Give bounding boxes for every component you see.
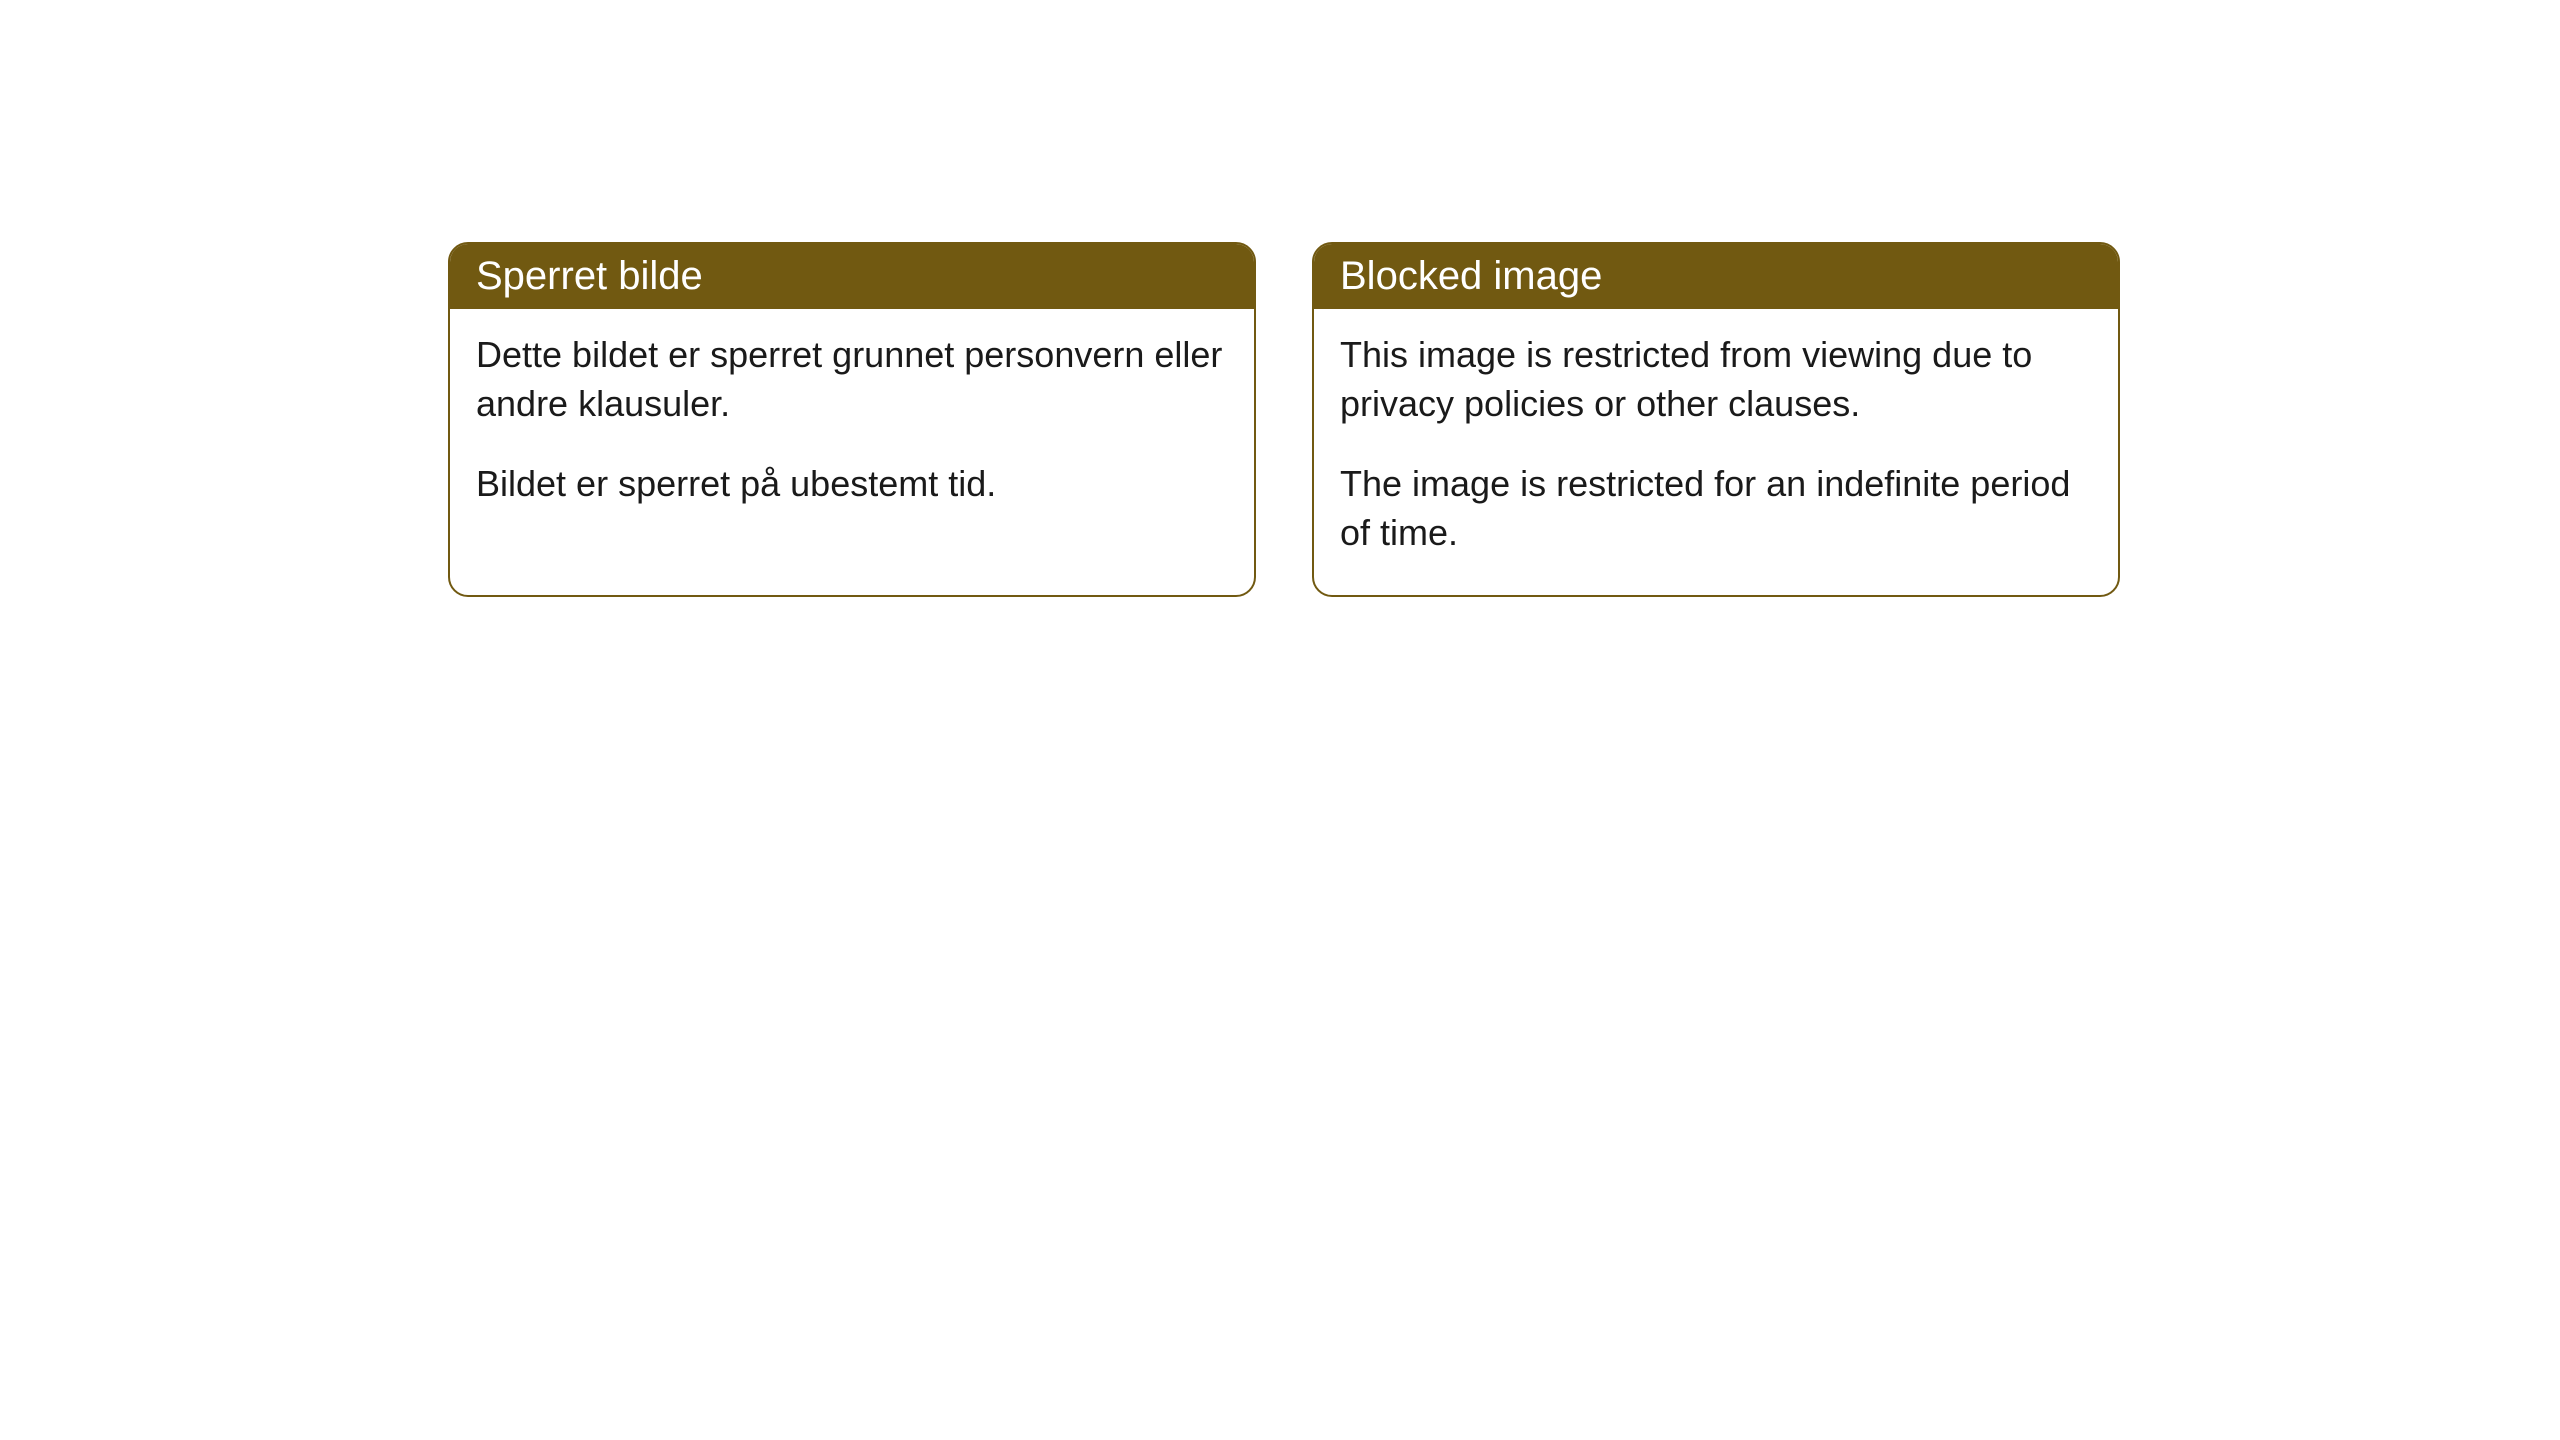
card-header-norwegian: Sperret bilde bbox=[450, 244, 1254, 309]
card-text-reason: This image is restricted from viewing du… bbox=[1340, 331, 2092, 428]
card-text-reason: Dette bildet er sperret grunnet personve… bbox=[476, 331, 1228, 428]
card-title: Sperret bilde bbox=[476, 254, 703, 298]
card-header-english: Blocked image bbox=[1314, 244, 2118, 309]
card-text-duration: The image is restricted for an indefinit… bbox=[1340, 460, 2092, 557]
blocked-image-card-norwegian: Sperret bilde Dette bildet er sperret gr… bbox=[448, 242, 1256, 597]
card-body-english: This image is restricted from viewing du… bbox=[1314, 309, 2118, 595]
card-title: Blocked image bbox=[1340, 254, 1602, 298]
blocked-image-card-english: Blocked image This image is restricted f… bbox=[1312, 242, 2120, 597]
card-body-norwegian: Dette bildet er sperret grunnet personve… bbox=[450, 309, 1254, 547]
card-text-duration: Bildet er sperret på ubestemt tid. bbox=[476, 460, 1228, 509]
notice-cards-container: Sperret bilde Dette bildet er sperret gr… bbox=[448, 242, 2120, 597]
